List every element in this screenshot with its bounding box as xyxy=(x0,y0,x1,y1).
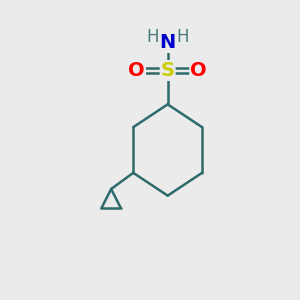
Text: O: O xyxy=(128,61,145,80)
Text: O: O xyxy=(190,61,207,80)
Text: N: N xyxy=(160,33,176,52)
Text: H: H xyxy=(146,28,159,46)
Text: S: S xyxy=(161,61,175,80)
Text: H: H xyxy=(177,28,189,46)
